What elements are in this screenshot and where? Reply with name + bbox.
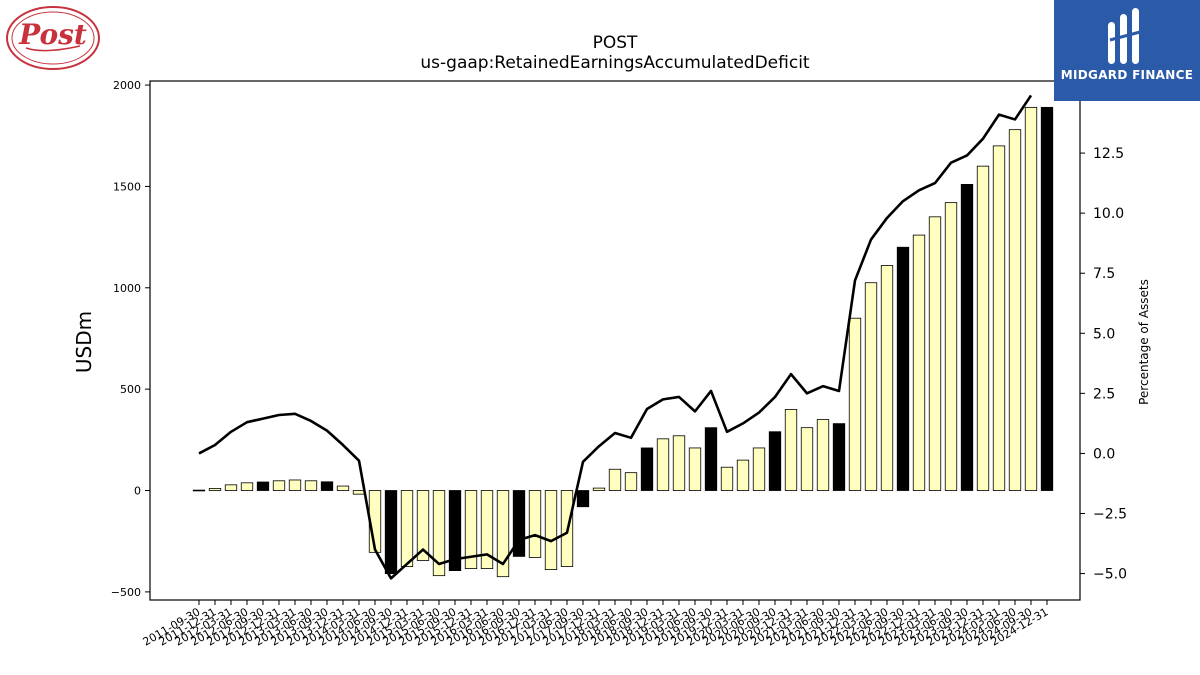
bar [848,317,862,491]
bar [272,480,286,491]
y-tick-label: 1000 [113,282,141,295]
line-layer [198,94,1033,580]
midgard-finance-logo: MIDGARD FINANCE [1054,0,1200,101]
svg-text:Post: Post [18,18,87,51]
midgard-mark-icon [1108,8,1141,64]
chart-subtitle: us-gaap:RetainedEarningsAccumulatedDefic… [420,53,810,73]
y2-tick-label: −2.5 [1093,507,1127,523]
y-tick-label: −500 [111,586,141,599]
post-logo-icon: Post [6,6,100,70]
bar [416,490,430,561]
bar [816,419,830,491]
bar [992,145,1006,491]
bar [352,490,366,495]
bar [544,490,558,570]
bar [304,480,318,491]
y-tick-label: 0 [134,485,141,498]
bar [624,472,638,491]
bar [576,490,590,508]
bar [640,447,654,491]
bar [240,482,254,491]
bar [608,468,622,491]
percent-of-assets-line [198,94,1033,580]
y2-tick-label: 5.0 [1093,326,1115,342]
y2-tick-label: 0.0 [1093,446,1115,462]
midgard-finance-label: MIDGARD FINANCE [1060,68,1194,82]
bar [832,423,846,491]
y2-tick-label: 2.5 [1093,386,1115,402]
bars-layer [192,106,1054,578]
y2-tick-label: 7.5 [1093,266,1115,282]
bar [880,265,894,491]
right-axis: −5.0−2.50.02.55.07.510.012.515.0 [1080,86,1127,583]
y-axis-label-left: USDm [72,310,96,374]
bar [464,490,478,569]
bar [384,490,398,575]
y2-tick-label: 12.5 [1093,146,1124,162]
bar [496,490,510,578]
bar [512,490,526,557]
y-tick-label: 500 [120,383,141,396]
y2-tick-label: −5.0 [1093,567,1127,583]
bar [976,165,990,491]
y-axis-label-right: Percentage of Assets [1137,279,1151,405]
chart-title: POST [592,33,638,53]
bar [656,438,670,491]
bar [448,490,462,571]
bar [736,459,750,491]
bar [688,447,702,491]
bar [528,490,542,558]
bar [864,282,878,491]
bar [720,466,734,491]
bar [896,246,910,491]
bar [912,234,926,491]
bar [784,409,798,491]
bar [320,481,334,491]
bar [288,479,302,491]
bar [208,488,222,491]
bar [400,490,414,567]
bar [1040,106,1054,491]
bar [800,427,814,491]
y-tick-label: 1500 [113,180,141,193]
bar [1024,106,1038,491]
y2-tick-label: 10.0 [1093,206,1124,222]
y-tick-label: 2000 [113,79,141,92]
bar [192,489,206,492]
left-axis: −500 0 500 1000 1500 2000 [111,79,150,599]
bar [432,490,446,577]
bar [960,183,974,491]
bar [704,427,718,491]
bar [592,487,606,491]
bar [1008,129,1022,491]
bar [752,447,766,491]
bar [480,490,494,569]
bar [256,481,270,491]
bar [224,484,238,491]
x-axis: 2011-09-302011-12-312012-03-312012-06-30… [141,600,1051,649]
post-logo: Post [4,4,102,72]
bar [944,202,958,491]
bar [672,435,686,491]
bar [928,216,942,491]
bar [336,485,350,491]
bar [768,431,782,491]
